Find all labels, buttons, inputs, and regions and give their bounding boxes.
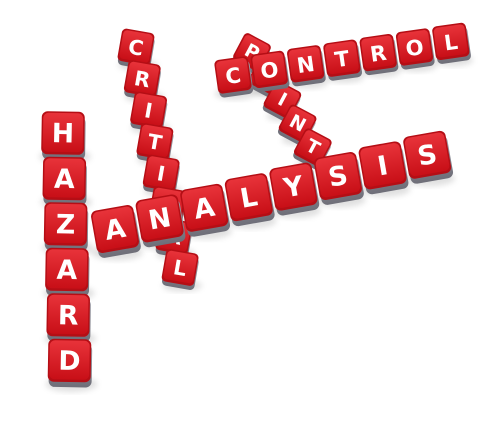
- tile-face: [433, 24, 468, 58]
- tile-face: [163, 250, 197, 284]
- tile-hazard-4: R: [46, 293, 91, 342]
- tile-face: [119, 30, 153, 63]
- tile-face: [226, 174, 271, 219]
- tile-face: [137, 196, 182, 240]
- tile-face: [92, 206, 138, 251]
- tile-face: [181, 185, 227, 230]
- tile-hazard-1: A: [42, 156, 87, 206]
- tile-face: [44, 158, 85, 198]
- tile-letter: I: [143, 98, 155, 123]
- tile-control-3: T: [323, 39, 363, 81]
- tile-letter: C: [126, 35, 145, 61]
- tile-critical-7: L: [161, 249, 199, 290]
- tile-letter: H: [52, 118, 75, 149]
- tile-face: [252, 52, 287, 86]
- tile-face: [296, 130, 330, 164]
- tile-face: [47, 294, 89, 335]
- tile-face: [125, 61, 160, 95]
- tile-letter: R: [58, 300, 79, 331]
- tile-hazard-3: A: [45, 247, 90, 297]
- tile-letter: I: [155, 161, 167, 186]
- tile-face: [46, 249, 88, 289]
- tile-face: [397, 30, 432, 63]
- tile-control-5: O: [395, 28, 435, 70]
- tile-analysis-2: A: [180, 183, 231, 237]
- tile-letter: L: [443, 29, 460, 56]
- tile-letter: L: [171, 255, 188, 281]
- tile-critical-0: C: [117, 28, 155, 70]
- tile-face: [361, 35, 396, 69]
- tile-letter: A: [56, 255, 78, 286]
- tile-letter: R: [132, 66, 152, 92]
- tile-analysis-6: I: [358, 141, 409, 195]
- tile-letter: A: [54, 164, 76, 195]
- tile-control-2: N: [287, 45, 326, 87]
- tile-letter: O: [404, 34, 425, 61]
- tile-critical-4: I: [142, 154, 180, 196]
- tile-face: [315, 153, 361, 198]
- tile-letter: O: [259, 56, 280, 83]
- tile-analysis-0: A: [91, 205, 141, 258]
- tile-letter: D: [58, 346, 81, 377]
- tile-hazard-0: H: [41, 111, 86, 160]
- tile-control-1: O: [250, 50, 290, 92]
- tile-analysis-5: S: [314, 152, 364, 205]
- tile-letter: T: [146, 129, 164, 155]
- tile-analysis-7: S: [403, 130, 454, 184]
- tile-face: [288, 46, 323, 80]
- tile-critical-2: I: [130, 91, 168, 133]
- tile-analysis-1: N: [135, 194, 186, 248]
- tile-letter: N: [146, 202, 173, 236]
- tile-analysis-4: Y: [269, 162, 320, 216]
- tile-letter: L: [238, 181, 260, 214]
- tile-letter: C: [224, 62, 243, 89]
- tile-control-6: L: [432, 22, 471, 64]
- tile-letter: T: [333, 45, 351, 72]
- tile-critical-3: T: [136, 123, 174, 164]
- tile-face: [45, 203, 86, 244]
- tile-face: [144, 156, 178, 189]
- tile-face: [42, 112, 84, 153]
- tile-hazard-2: Z: [43, 202, 89, 251]
- tile-face: [216, 58, 250, 91]
- tile-face: [271, 164, 316, 208]
- tile-face: [49, 340, 90, 380]
- tile-face: [360, 143, 405, 187]
- tile-letter: Z: [56, 209, 76, 240]
- tile-letter: R: [369, 40, 389, 67]
- tile-face: [132, 93, 166, 126]
- tile-letter: N: [295, 51, 316, 78]
- tile-hazard-5: D: [47, 338, 93, 388]
- tile-control-0: C: [214, 56, 254, 98]
- tile-face: [324, 41, 359, 75]
- tile-analysis-3: L: [224, 173, 275, 227]
- tile-face: [404, 132, 450, 177]
- tile-face: [138, 124, 172, 158]
- tile-critical-1: R: [123, 60, 161, 101]
- tile-control-4: R: [359, 34, 399, 76]
